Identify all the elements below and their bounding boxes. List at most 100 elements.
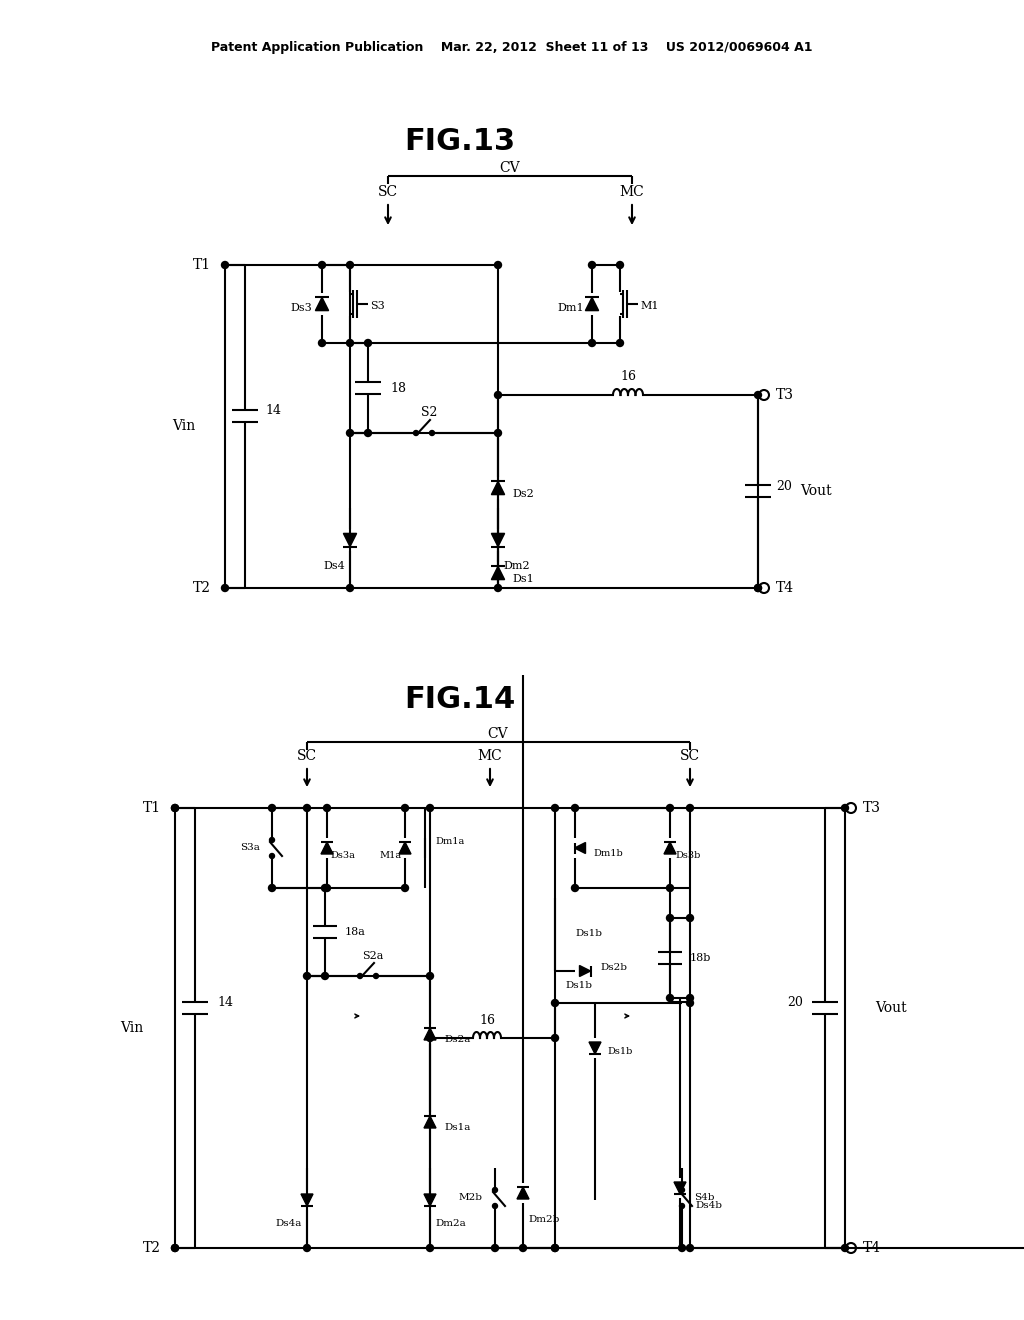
Circle shape — [552, 999, 558, 1006]
Polygon shape — [399, 842, 411, 854]
Circle shape — [427, 973, 433, 979]
Circle shape — [374, 974, 379, 978]
Circle shape — [269, 837, 274, 842]
Text: 20: 20 — [776, 480, 792, 494]
Text: M2b: M2b — [459, 1193, 483, 1203]
Text: Dm1: Dm1 — [557, 304, 584, 313]
Circle shape — [221, 585, 228, 591]
Circle shape — [846, 803, 856, 813]
Circle shape — [495, 261, 502, 268]
Text: S4b: S4b — [694, 1193, 715, 1203]
Circle shape — [171, 1245, 178, 1251]
Text: Ds1b: Ds1b — [607, 1047, 633, 1056]
Text: CV: CV — [500, 161, 520, 176]
Text: Vin: Vin — [120, 1020, 143, 1035]
Text: SC: SC — [680, 748, 700, 763]
Circle shape — [324, 884, 331, 891]
Text: Vout: Vout — [874, 1001, 906, 1015]
Text: 18b: 18b — [690, 953, 712, 964]
Circle shape — [686, 994, 693, 1002]
Text: Ds3b: Ds3b — [675, 851, 700, 861]
Text: Dm1b: Dm1b — [593, 850, 623, 858]
Text: SC: SC — [297, 748, 317, 763]
Circle shape — [346, 261, 353, 268]
Circle shape — [318, 261, 326, 268]
Circle shape — [171, 804, 178, 812]
Circle shape — [268, 884, 275, 891]
Circle shape — [616, 261, 624, 268]
Circle shape — [686, 1245, 693, 1251]
Text: T4: T4 — [863, 1241, 881, 1255]
Circle shape — [552, 1245, 558, 1251]
Polygon shape — [492, 533, 505, 546]
Text: Dm2b: Dm2b — [528, 1216, 559, 1225]
Circle shape — [269, 854, 274, 858]
Text: Ds1b: Ds1b — [575, 928, 602, 937]
Circle shape — [303, 804, 310, 812]
Text: Vin: Vin — [172, 418, 195, 433]
Circle shape — [495, 392, 502, 399]
Circle shape — [759, 583, 769, 593]
Circle shape — [846, 1243, 856, 1253]
Circle shape — [357, 974, 362, 978]
Polygon shape — [321, 842, 333, 854]
Circle shape — [365, 339, 372, 346]
Circle shape — [346, 429, 353, 437]
Text: S3a: S3a — [240, 843, 260, 853]
Text: Ds3a: Ds3a — [330, 851, 355, 861]
Circle shape — [429, 430, 434, 436]
Circle shape — [571, 884, 579, 891]
Text: 18a: 18a — [345, 927, 366, 937]
Polygon shape — [492, 566, 505, 579]
Circle shape — [493, 1204, 498, 1209]
Circle shape — [755, 585, 762, 591]
Circle shape — [686, 915, 693, 921]
Circle shape — [171, 1245, 178, 1251]
Text: 14: 14 — [217, 997, 233, 1010]
Polygon shape — [664, 842, 676, 854]
Text: T4: T4 — [776, 581, 795, 595]
Circle shape — [680, 1188, 684, 1192]
Polygon shape — [674, 1181, 686, 1195]
Circle shape — [268, 804, 275, 812]
Text: T3: T3 — [863, 801, 881, 814]
Text: S2: S2 — [421, 407, 437, 420]
Text: Ds1: Ds1 — [512, 574, 534, 583]
Circle shape — [495, 429, 502, 437]
Circle shape — [346, 339, 353, 346]
Text: FIG.13: FIG.13 — [404, 128, 515, 157]
Text: M1a: M1a — [380, 851, 402, 861]
Text: 14: 14 — [265, 404, 281, 417]
Text: T3: T3 — [776, 388, 794, 403]
Polygon shape — [424, 1028, 436, 1040]
Circle shape — [755, 392, 762, 399]
Text: T1: T1 — [143, 801, 161, 814]
Circle shape — [842, 804, 849, 812]
Circle shape — [667, 915, 674, 921]
Text: T2: T2 — [193, 581, 211, 595]
Circle shape — [427, 1035, 433, 1041]
Circle shape — [759, 389, 769, 400]
Circle shape — [686, 804, 693, 812]
Circle shape — [414, 430, 419, 436]
Text: 20: 20 — [787, 997, 803, 1010]
Circle shape — [616, 339, 624, 346]
Text: Ds2: Ds2 — [512, 488, 534, 499]
Circle shape — [171, 804, 178, 812]
Circle shape — [492, 1245, 499, 1251]
Polygon shape — [580, 965, 591, 977]
Circle shape — [346, 585, 353, 591]
Polygon shape — [315, 297, 329, 310]
Text: 16: 16 — [479, 1014, 495, 1027]
Text: Ds2a: Ds2a — [444, 1035, 470, 1044]
Text: T1: T1 — [193, 257, 211, 272]
Text: S3: S3 — [370, 301, 385, 312]
Text: Ds3: Ds3 — [290, 304, 312, 313]
Polygon shape — [574, 842, 586, 854]
Circle shape — [493, 1188, 498, 1192]
Text: FIG.14: FIG.14 — [404, 685, 516, 714]
Text: Ds2b: Ds2b — [600, 964, 627, 973]
Text: Patent Application Publication    Mar. 22, 2012  Sheet 11 of 13    US 2012/00696: Patent Application Publication Mar. 22, … — [211, 41, 813, 54]
Polygon shape — [586, 297, 599, 310]
Circle shape — [303, 973, 310, 979]
